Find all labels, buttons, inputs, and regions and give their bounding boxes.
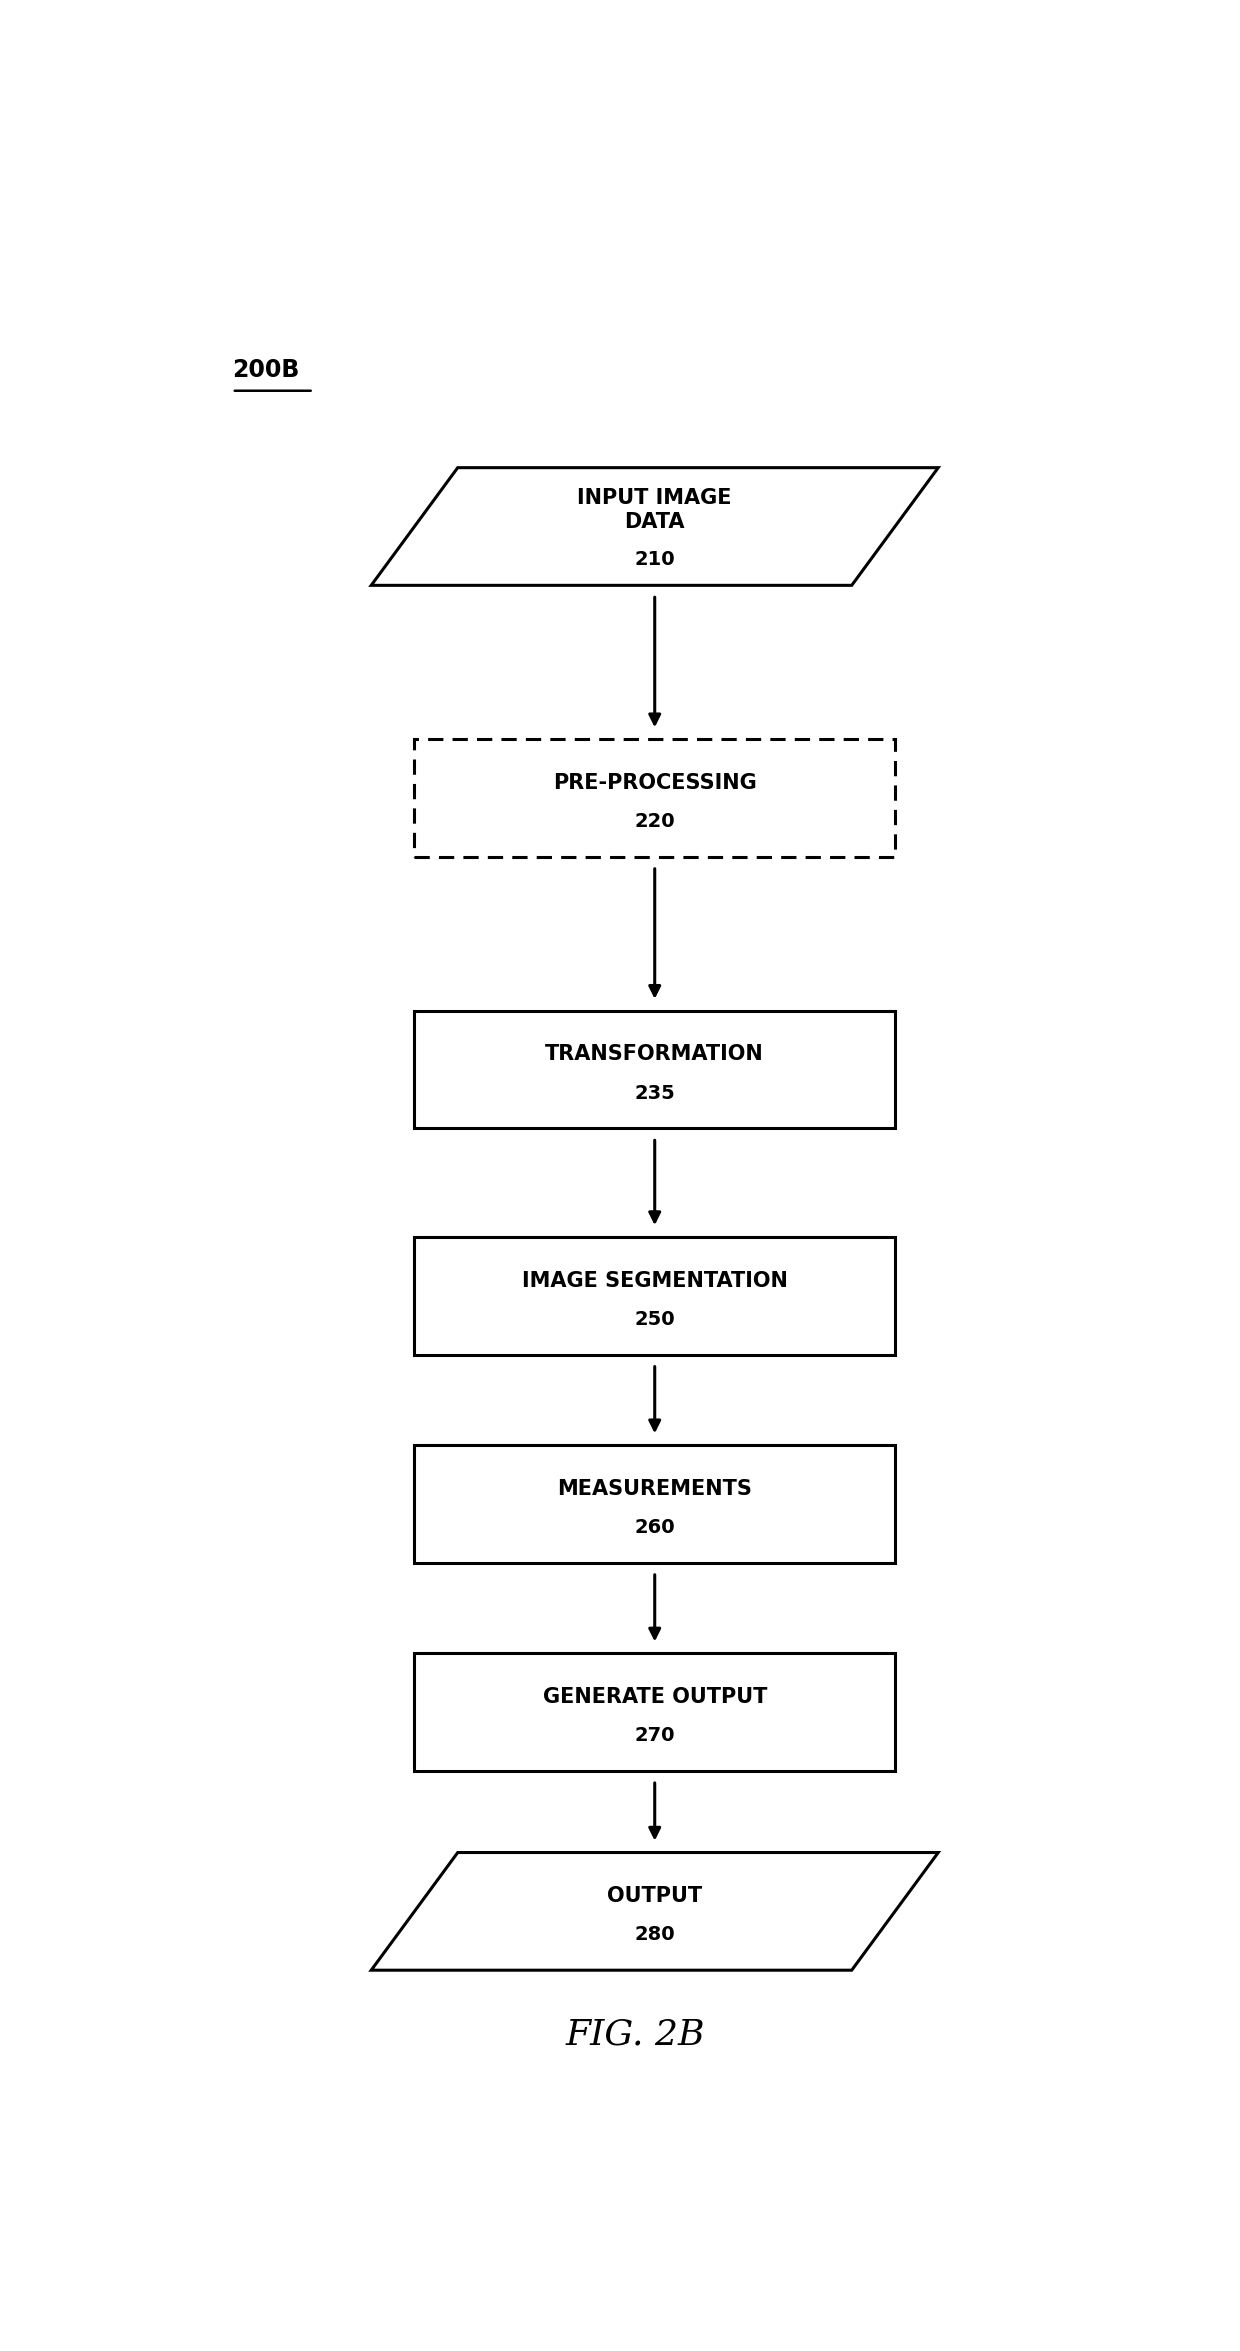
Text: 270: 270	[635, 1726, 675, 1744]
Text: GENERATE OUTPUT: GENERATE OUTPUT	[543, 1688, 766, 1707]
Bar	[414, 1011, 895, 1128]
Text: 260: 260	[635, 1519, 675, 1538]
Text: 235: 235	[635, 1084, 675, 1103]
Text: 280: 280	[635, 1925, 675, 1944]
Text: INPUT IMAGE
DATA: INPUT IMAGE DATA	[578, 487, 732, 531]
Text: PRE-PROCESSING: PRE-PROCESSING	[553, 773, 756, 792]
Text: 220: 220	[635, 811, 675, 832]
Text: MEASUREMENTS: MEASUREMENTS	[557, 1479, 753, 1498]
Bar	[414, 1653, 895, 1770]
Bar	[414, 1446, 895, 1563]
Text: TRANSFORMATION: TRANSFORMATION	[546, 1044, 764, 1065]
Polygon shape	[371, 1853, 939, 1970]
Text: 200B: 200B	[232, 357, 299, 383]
Text: OUTPUT: OUTPUT	[608, 1886, 702, 1907]
Text: 210: 210	[635, 550, 675, 569]
Text: FIG. 2B: FIG. 2B	[565, 2017, 706, 2052]
Text: IMAGE SEGMENTATION: IMAGE SEGMENTATION	[522, 1270, 787, 1291]
Polygon shape	[371, 468, 939, 585]
Bar	[414, 1237, 895, 1354]
Bar	[414, 738, 895, 856]
Text: 250: 250	[635, 1310, 675, 1328]
